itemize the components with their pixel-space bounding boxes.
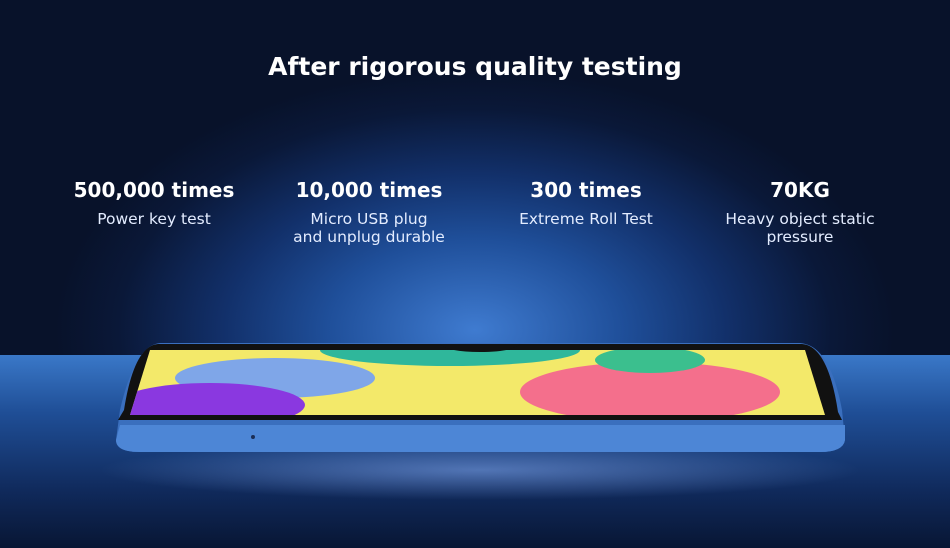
stat-usb: 10,000 times Micro USB plug and unplug du… [259, 178, 479, 246]
stat-value: 500,000 times [73, 178, 235, 202]
stat-value: 70KG [770, 178, 830, 202]
stat-pressure: 70KG Heavy object static pressure [690, 178, 910, 246]
stat-desc: Extreme Roll Test [519, 210, 653, 228]
phone-screen [130, 350, 825, 415]
page-title: After rigorous quality testing [268, 52, 682, 81]
stat-value: 300 times [530, 178, 642, 202]
stat-desc-2: and unplug durable [293, 228, 445, 246]
stat-desc: Power key test [97, 210, 211, 228]
phone-reflection [100, 440, 860, 500]
stat-desc: Heavy object static [725, 210, 875, 228]
notch [440, 344, 520, 352]
stat-desc-2: pressure [766, 228, 834, 246]
stat-desc: Micro USB plug [310, 210, 428, 228]
microphone-hole [251, 435, 255, 439]
stat-value: 10,000 times [295, 178, 443, 202]
stat-power-key: 500,000 times Power key test [44, 178, 264, 228]
stat-roll: 300 times Extreme Roll Test [476, 178, 696, 228]
